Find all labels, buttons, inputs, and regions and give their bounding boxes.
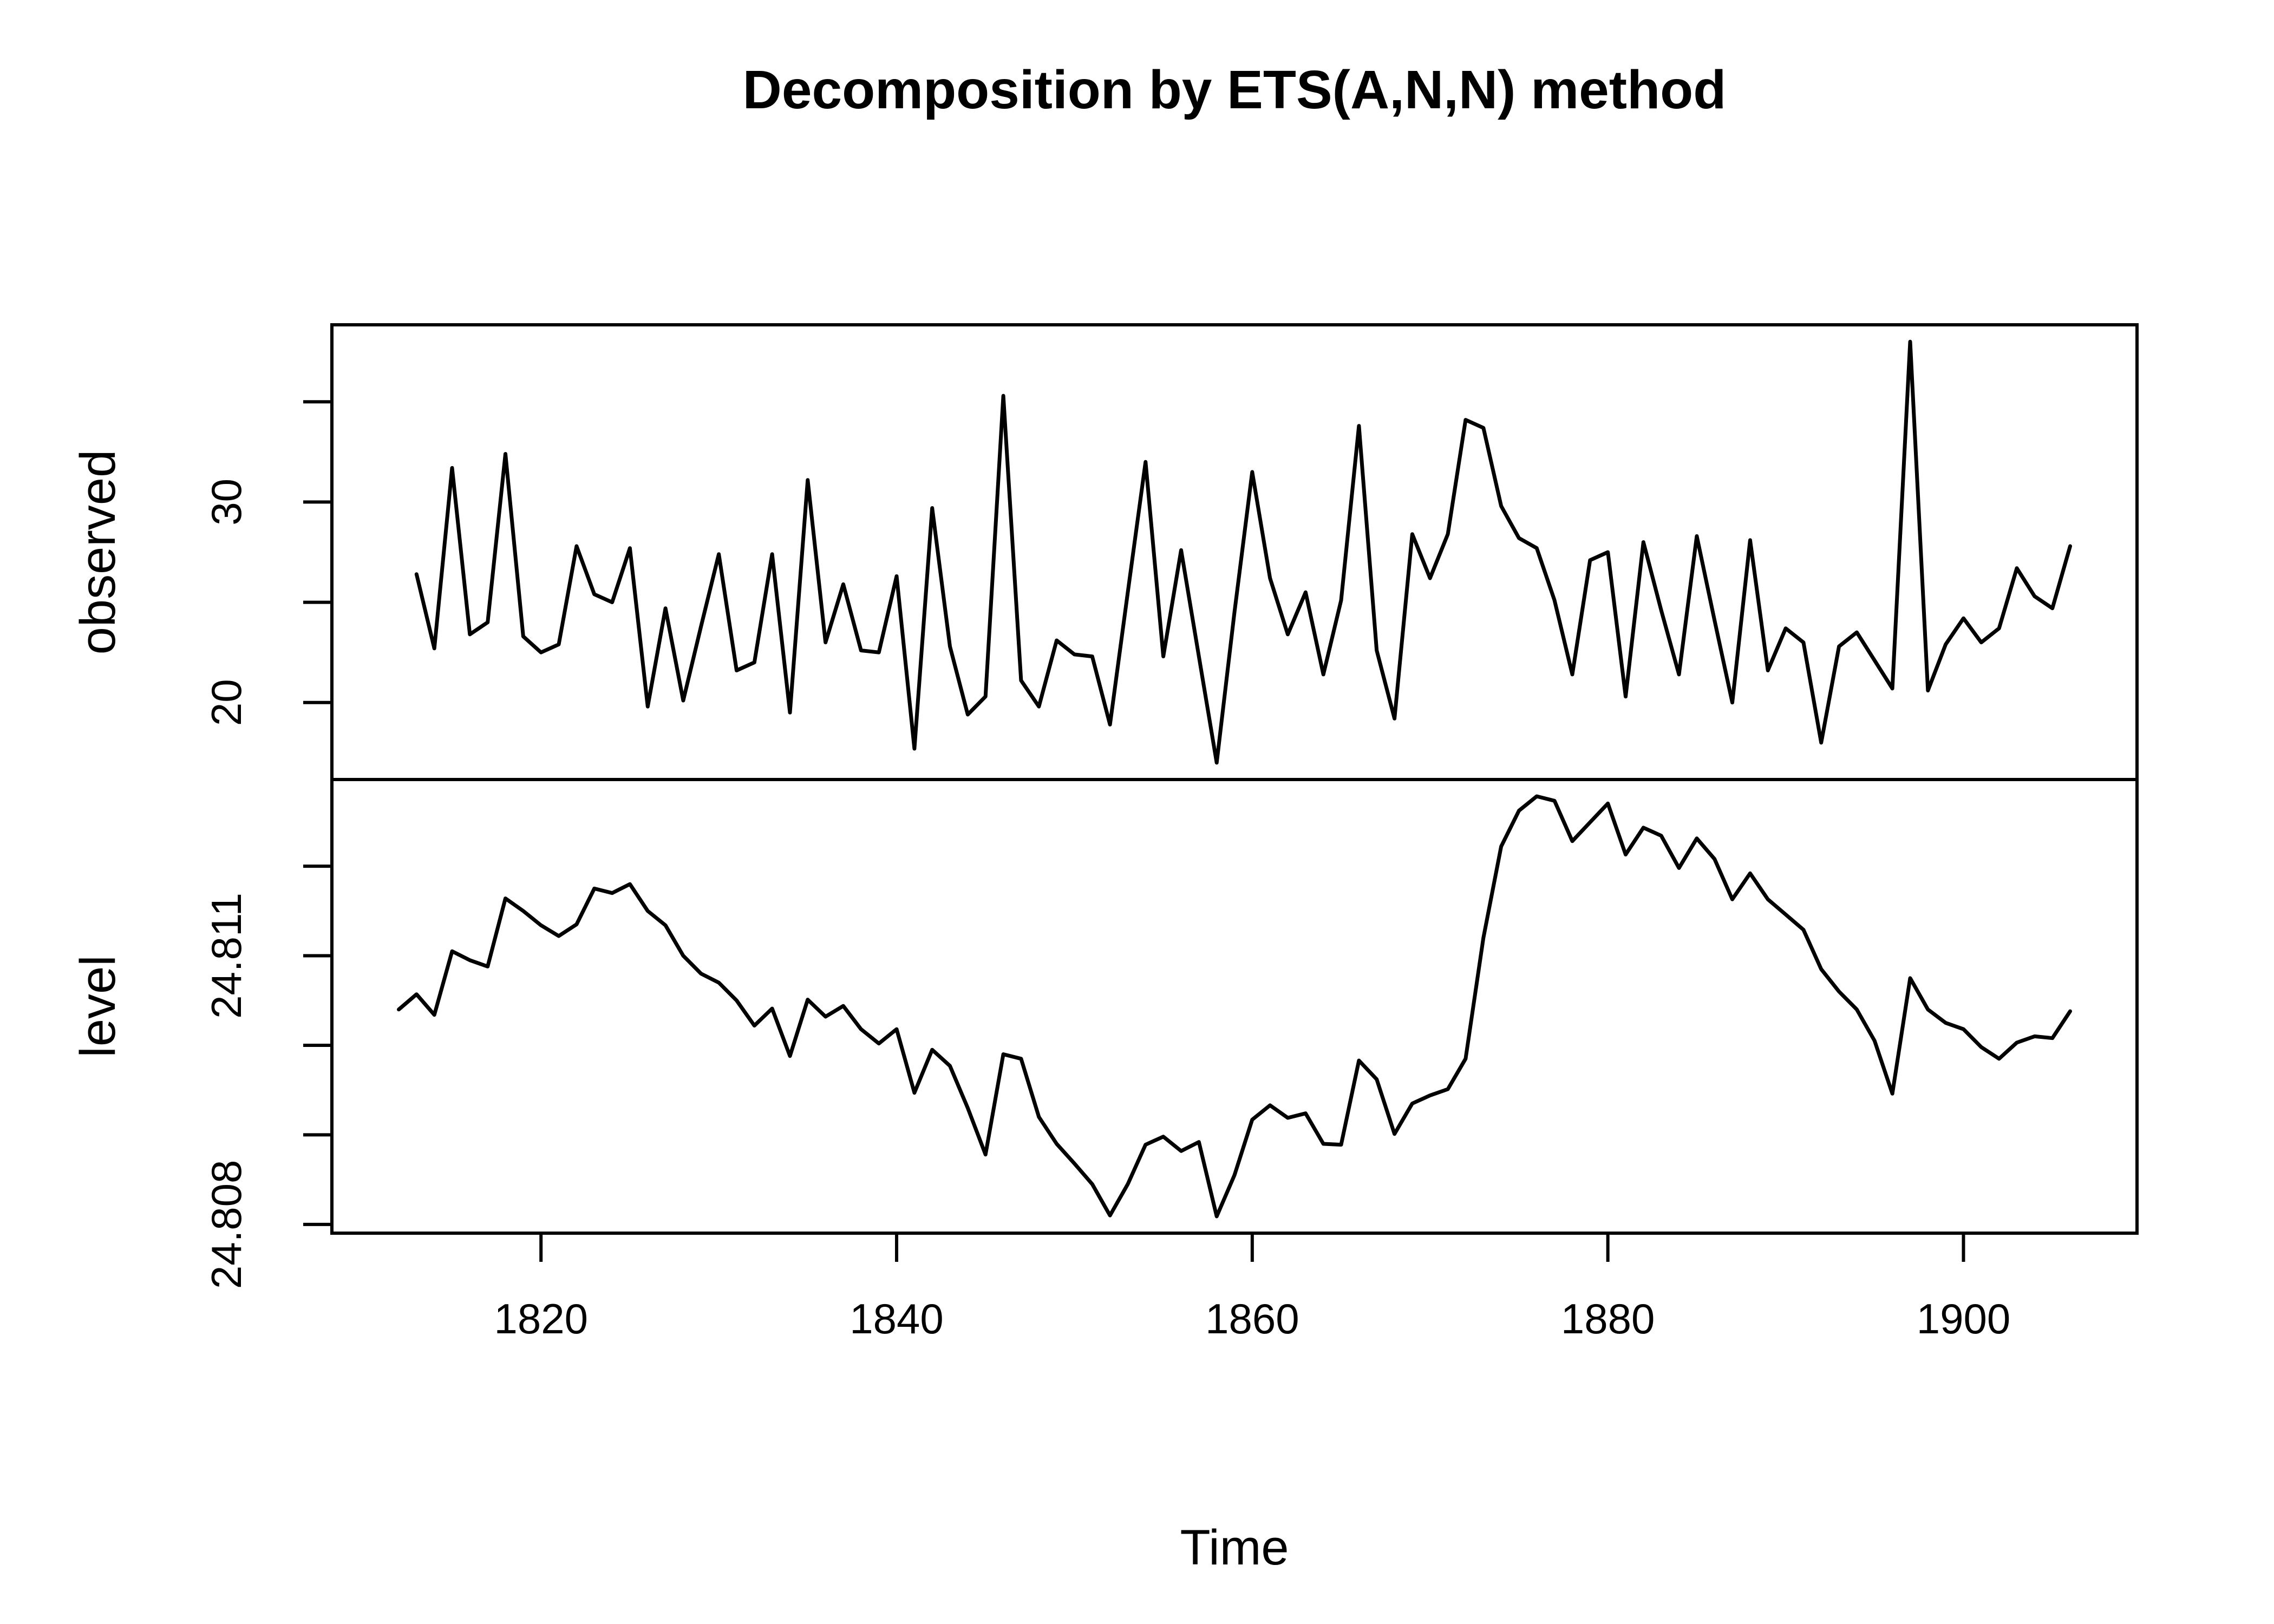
x-tick-label: 1880: [1561, 1295, 1655, 1343]
x-tick-label: 1860: [1205, 1295, 1299, 1343]
y-tick-label-observed: 30: [202, 479, 250, 526]
y-axis-title-observed: observed: [70, 450, 126, 654]
x-tick-label: 1840: [850, 1295, 944, 1343]
x-tick-label: 1900: [1917, 1295, 2011, 1343]
y-tick-label-level: 24.811: [202, 893, 250, 1019]
y-tick-label-observed: 20: [202, 679, 250, 726]
plot-panels-layer: 20 30 24.808 24.811 1820 1840 1860 1880 1900: [202, 323, 2139, 1343]
x-tick-label: 1820: [494, 1295, 588, 1343]
x-axis-title: Time: [1180, 1520, 1289, 1575]
panel-box-level: [330, 778, 2139, 1235]
series-line-observed: [414, 339, 2072, 765]
y-tick-label-level: 24.808: [202, 1160, 250, 1289]
series-line-level: [397, 794, 2072, 1219]
chart-title: Decomposition by ETS(A,N,N) method: [743, 60, 1727, 120]
y-axis-title-level: level: [70, 955, 126, 1057]
